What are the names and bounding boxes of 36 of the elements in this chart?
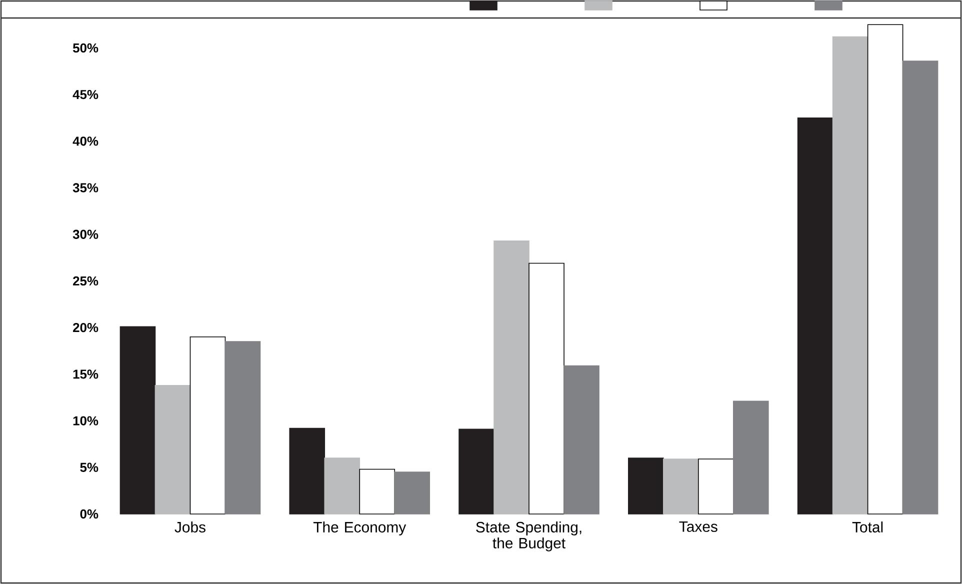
bar: [394, 472, 430, 514]
bar: [832, 36, 868, 514]
bar: [564, 365, 600, 514]
bar: [224, 341, 261, 514]
bar: [902, 60, 938, 514]
y-tick-label: 25%: [73, 276, 98, 286]
x-tick-label: Jobs: [174, 522, 206, 532]
y-tick-label: 10%: [73, 416, 98, 426]
y-tick-label: 5%: [80, 462, 98, 472]
x-tick-label: The Economy: [313, 522, 406, 536]
y-tick-label: 50%: [72, 43, 98, 53]
y-tick-label: 20%: [73, 322, 98, 332]
x-tick-label: Total: [852, 522, 883, 532]
bar: [324, 458, 360, 514]
bar: [120, 326, 156, 514]
bar: [698, 458, 734, 514]
bar: [628, 458, 664, 514]
y-tick-label: 0%: [80, 509, 98, 519]
x-tick-label: State Spending, the Budget: [476, 522, 582, 552]
x-tick-label: Taxes: [679, 522, 718, 532]
y-tick-label: 40%: [72, 136, 98, 146]
y-tick-label: 15%: [73, 370, 98, 379]
bar: [732, 400, 769, 514]
bar: [867, 24, 904, 514]
bar: [528, 262, 564, 514]
y-tick-label: 35%: [72, 183, 98, 192]
bar: [359, 468, 396, 514]
bar: [289, 428, 326, 514]
bar: [494, 240, 530, 514]
bar: [190, 336, 226, 514]
y-tick-label: 30%: [72, 230, 98, 239]
bar: [154, 384, 191, 514]
bar: [663, 458, 699, 514]
y-tick-label: 45%: [72, 90, 98, 100]
bar: [797, 117, 834, 514]
bar: [458, 428, 494, 514]
